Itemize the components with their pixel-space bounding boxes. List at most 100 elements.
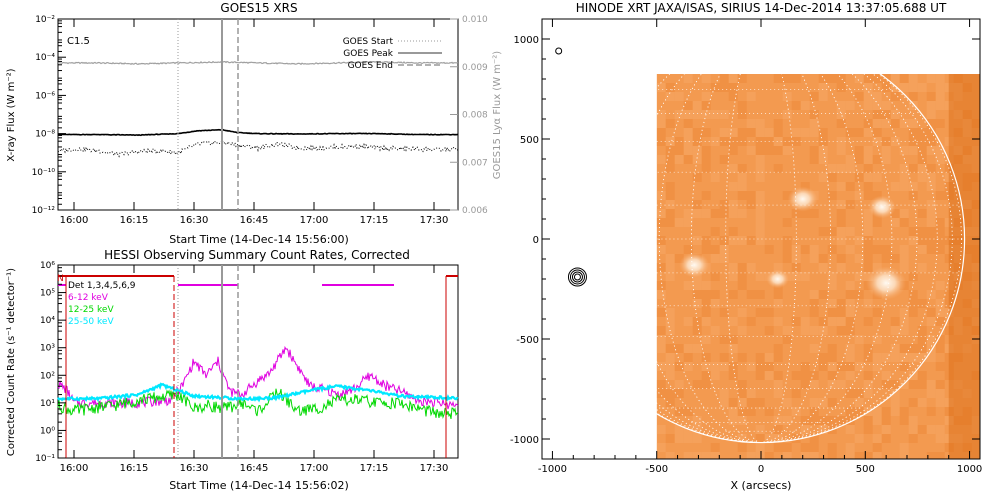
xrt-image-tile — [773, 380, 783, 389]
xrt-image-tile — [710, 452, 720, 459]
xrt-image-tile — [719, 398, 729, 407]
hessi-x-tick-label: 17:15 — [360, 463, 389, 474]
xrt-image-tile — [935, 227, 945, 236]
xrt-image-tile — [890, 137, 900, 146]
xrt-image-tile — [710, 272, 720, 281]
xrt-image-tile — [827, 362, 837, 371]
xrt-image-tile — [917, 263, 927, 272]
xrt-image-tile — [818, 317, 828, 326]
xrt-image-tile — [836, 146, 846, 155]
xrt-image-tile — [908, 425, 918, 434]
xrt-image-tile — [755, 218, 765, 227]
xrt-image-tile — [872, 407, 882, 416]
xrt-contour — [567, 267, 587, 287]
xrt-image-tile — [791, 245, 801, 254]
xrt-image-tile — [719, 137, 729, 146]
xrt-image-tile — [800, 326, 810, 335]
xrt-image-tile — [917, 326, 927, 335]
xrt-image-tile — [728, 209, 738, 218]
xrt-image-tile — [728, 416, 738, 425]
xrt-image-tile — [935, 101, 945, 110]
xrt-image-tile — [728, 182, 738, 191]
xrt-image-tile — [692, 128, 702, 137]
xrt-image-tile — [692, 344, 702, 353]
xrt-image-tile — [665, 146, 675, 155]
xrt-image-tile — [845, 155, 855, 164]
xrt-image-tile — [674, 344, 684, 353]
xrt-image-tile — [935, 299, 945, 308]
xrt-image-tile — [746, 191, 756, 200]
xrt-image-tile — [935, 245, 945, 254]
xrt-image-tile — [656, 389, 666, 398]
xrt-image-tile — [800, 272, 810, 281]
xrt-image-tile — [692, 416, 702, 425]
xrt-image-tile — [854, 389, 864, 398]
xrt-image-tile — [917, 335, 927, 344]
xrt-image-tile — [818, 146, 828, 155]
xrt-image-tile — [908, 272, 918, 281]
xrt-contour — [573, 273, 581, 281]
xrt-image-tile — [908, 371, 918, 380]
xrt-image-tile — [908, 236, 918, 245]
xrt-image-tile — [836, 380, 846, 389]
xrt-image-tile — [665, 434, 675, 443]
xrt-image-tile — [935, 308, 945, 317]
goes-right-tick-label: 0.008 — [462, 111, 488, 121]
xrt-image-tile — [881, 101, 891, 110]
xrt-image-tile — [926, 425, 936, 434]
xrt-image-tile — [863, 218, 873, 227]
xrt-image-tile — [791, 137, 801, 146]
xrt-image-tile — [674, 137, 684, 146]
xrt-image-tile — [809, 443, 819, 452]
xrt-image-tile — [971, 200, 980, 209]
xrt-image-tile — [656, 362, 666, 371]
xrt-image-tile — [755, 434, 765, 443]
xrt-image-tile — [836, 110, 846, 119]
xrt-image-tile — [692, 452, 702, 459]
xrt-image-tile — [917, 344, 927, 353]
xrt-image-tile — [881, 416, 891, 425]
xrt-image-tile — [791, 317, 801, 326]
xrt-image-tile — [728, 74, 738, 83]
xrt-image-tile — [836, 254, 846, 263]
xrt-image-tile — [935, 344, 945, 353]
xrt-image-tile — [746, 290, 756, 299]
xrt-image-tile — [836, 362, 846, 371]
xrt-image-tile — [899, 218, 909, 227]
goes-x-tick-label: 16:00 — [60, 215, 89, 226]
xrt-image-tile — [971, 245, 980, 254]
xrt-image-tile — [701, 92, 711, 101]
xrt-image-tile — [845, 128, 855, 137]
xrt-image-tile — [899, 209, 909, 218]
xrt-image-tile — [854, 173, 864, 182]
xrt-image-tile — [935, 281, 945, 290]
xrt-image-tile — [683, 110, 693, 119]
xrt-image-tile — [872, 452, 882, 459]
xrt-image-tile — [863, 371, 873, 380]
xrt-image-tile — [701, 164, 711, 173]
xrt-image-tile — [764, 326, 774, 335]
xrt-image-tile — [674, 434, 684, 443]
xrt-image-tile — [818, 83, 828, 92]
xrt-image-tile — [854, 434, 864, 443]
xrt-image-tile — [908, 398, 918, 407]
xrt-image-tile — [908, 92, 918, 101]
xrt-image-tile — [917, 164, 927, 173]
xrt-image-tile — [971, 155, 980, 164]
xrt-image-tile — [926, 146, 936, 155]
xrt-image-tile — [773, 164, 783, 173]
xrt-image-tile — [665, 398, 675, 407]
xrt-image-tile — [863, 119, 873, 128]
xrt-image-tile — [935, 191, 945, 200]
xrt-image-tile — [782, 146, 792, 155]
xrt-image-tile — [719, 245, 729, 254]
xrt-image-tile — [926, 380, 936, 389]
xrt-image-tile — [863, 128, 873, 137]
xrt-image-tile — [845, 389, 855, 398]
xrt-image-tile — [827, 308, 837, 317]
xrt-image-tile — [899, 146, 909, 155]
xrt-image-tile — [818, 155, 828, 164]
xrt-image-tile — [665, 371, 675, 380]
hessi-y-tick-label: 10⁵ — [40, 289, 55, 299]
xrt-image-tile — [926, 290, 936, 299]
